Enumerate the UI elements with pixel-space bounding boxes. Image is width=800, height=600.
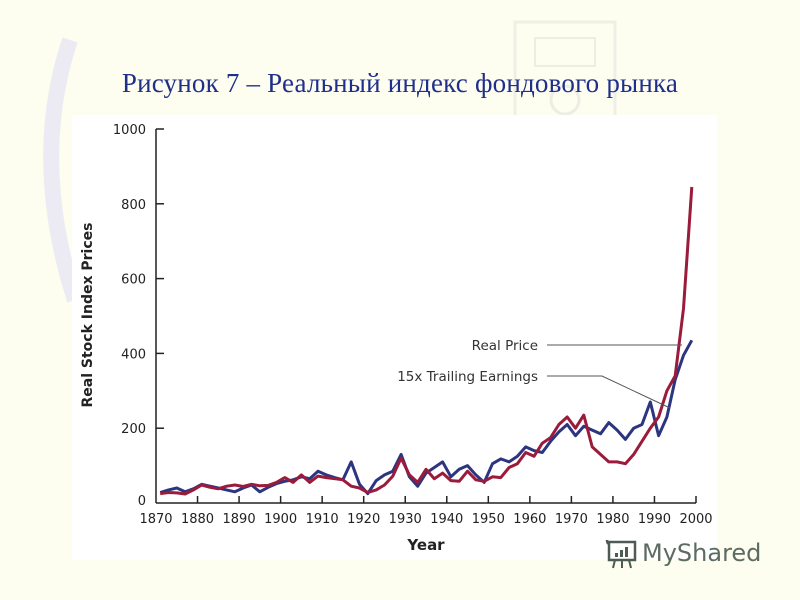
x-tick-label: 1930 <box>389 512 422 527</box>
y-tick-label: 200 <box>121 422 146 437</box>
presentation-chart-icon <box>605 539 637 569</box>
x-tick-label: 1960 <box>513 512 546 527</box>
line-chart: 0 200 400 600 800 1000 1870 1880 1890 1900 1910 192… <box>80 123 713 554</box>
annotation-trailing-earnings: 15x Trailing Earnings <box>397 369 538 385</box>
watermark-text: MyShared <box>642 539 762 567</box>
x-tick-label: 1970 <box>555 512 588 527</box>
chart-series <box>159 186 694 496</box>
chart-annotations: Real Price 15x Trailing Earnings <box>397 338 682 409</box>
x-tick-label: 1880 <box>181 512 214 527</box>
y-tick-label: 800 <box>121 198 146 213</box>
x-tick-label: 2000 <box>679 512 712 527</box>
x-tick-label: 1950 <box>472 512 505 527</box>
x-tick-label: 1910 <box>306 512 339 527</box>
chart-panel: 0 200 400 600 800 1000 1870 1880 1890 1900 1910 192… <box>72 115 717 560</box>
y-axis-label: Real Stock Index Prices <box>80 223 96 408</box>
x-tick-label: 1870 <box>139 512 172 527</box>
y-tick-label: 0 <box>138 494 146 509</box>
slide-title: Рисунок 7 – Реальный индекс фондового ры… <box>121 68 679 98</box>
chart-axes: 0 200 400 600 800 1000 1870 1880 1890 1900 1910 192… <box>113 123 713 527</box>
real-price-line <box>160 186 694 496</box>
y-tick-label: 1000 <box>113 123 146 138</box>
x-tick-label: 1940 <box>430 512 463 527</box>
y-tick-label: 400 <box>121 347 146 362</box>
x-tick-label: 1990 <box>638 512 671 527</box>
annotation-leader-trailing-earnings <box>547 375 671 409</box>
annotation-real-price: Real Price <box>472 338 538 354</box>
myshared-watermark[interactable]: MyShared <box>604 536 761 570</box>
x-axis-label: Year <box>406 536 445 554</box>
y-tick-label: 600 <box>121 273 146 288</box>
x-tick-label: 1920 <box>347 512 380 527</box>
x-tick-label: 1980 <box>596 512 629 527</box>
x-tick-label: 1900 <box>264 512 297 527</box>
x-tick-label: 1890 <box>223 512 256 527</box>
